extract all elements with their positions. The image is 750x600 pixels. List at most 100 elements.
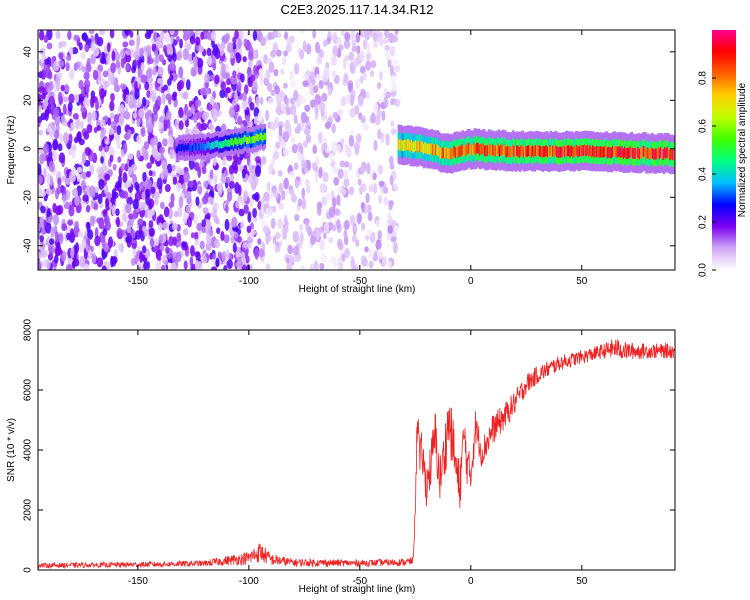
heat-cell	[327, 237, 334, 244]
heat-cell	[322, 232, 327, 240]
heat-cell	[112, 163, 117, 171]
heat-cell	[86, 124, 93, 134]
heat-cell	[385, 91, 392, 99]
heat-cell	[321, 253, 328, 262]
heat-cell	[315, 229, 320, 241]
signal-cell	[239, 137, 243, 145]
heat-cell	[331, 196, 337, 209]
signal-cell	[576, 144, 579, 156]
heat-cell	[116, 227, 123, 240]
signal-cell	[421, 141, 425, 153]
heat-cell	[304, 167, 309, 174]
x-tick-label: -150	[128, 576, 148, 587]
heat-cell	[302, 80, 309, 87]
signal-cell	[502, 145, 506, 157]
heat-cell	[201, 122, 208, 131]
signal-cell	[659, 146, 663, 158]
heat-cell	[390, 98, 394, 106]
signal-cell	[426, 143, 430, 155]
heat-cell	[89, 96, 95, 108]
heat-cell	[237, 38, 243, 49]
signal-cell	[448, 148, 451, 160]
heat-cell	[165, 110, 172, 122]
heat-cell	[348, 162, 353, 171]
heat-cell	[277, 170, 283, 177]
heat-cell	[270, 49, 277, 58]
signal-cell	[546, 146, 550, 158]
signal-cell	[526, 145, 530, 157]
signal-cell	[565, 144, 568, 156]
heat-cell	[364, 234, 370, 241]
heat-cell	[380, 131, 385, 143]
heat-cell	[389, 163, 395, 170]
heat-cell	[391, 81, 397, 93]
signal-cell	[470, 144, 474, 156]
heat-cell	[258, 248, 265, 258]
heat-cell	[203, 32, 210, 39]
signal-cell	[175, 146, 179, 154]
heat-cell	[129, 30, 134, 38]
heat-cell	[214, 74, 220, 85]
heat-cell	[185, 127, 189, 137]
heat-cell	[124, 30, 131, 36]
signal-cell	[627, 147, 631, 159]
heat-cell	[166, 119, 171, 129]
signal-cell	[476, 142, 479, 154]
signal-cell	[649, 148, 652, 160]
signal-cell	[437, 145, 441, 157]
heat-cell	[228, 180, 235, 189]
heat-cell	[146, 30, 152, 37]
heat-cell	[357, 95, 364, 107]
heat-cell	[144, 81, 150, 91]
heat-cell	[265, 207, 270, 219]
heat-cell	[39, 216, 45, 229]
heat-cell	[252, 30, 258, 41]
heat-cell	[154, 56, 160, 64]
heat-cell	[220, 231, 225, 242]
heat-cell	[72, 112, 79, 120]
signal-cell	[538, 145, 542, 157]
signal-cell	[584, 144, 587, 156]
heat-cell	[39, 235, 45, 243]
colorbar-tick-label: 0.2	[698, 215, 709, 229]
heat-cell	[228, 164, 235, 175]
heat-cell	[163, 206, 170, 218]
heat-cell	[185, 109, 193, 118]
heat-cell	[143, 140, 150, 150]
heat-cell	[57, 177, 62, 187]
signal-cell	[549, 144, 552, 156]
signal-cell	[242, 137, 245, 145]
signal-cell	[561, 146, 564, 158]
signal-cell	[537, 145, 540, 157]
heat-cell	[161, 138, 168, 147]
heat-cell	[63, 96, 68, 103]
heat-cell	[366, 229, 373, 236]
heat-cell	[391, 34, 398, 43]
heat-cell	[258, 68, 265, 75]
heat-cell	[93, 203, 99, 211]
heat-cell	[178, 174, 185, 185]
heat-cell	[176, 232, 182, 244]
signal-cell	[434, 144, 438, 156]
heat-cell	[124, 163, 129, 172]
heat-cell	[53, 107, 60, 118]
heat-cell	[226, 191, 233, 202]
heat-cell	[168, 201, 175, 208]
signal-cell	[179, 144, 183, 152]
heat-cell	[186, 194, 192, 205]
signal-cell	[560, 146, 563, 158]
heat-cell	[383, 196, 388, 206]
heat-cell	[136, 118, 141, 128]
heat-cell	[275, 93, 282, 103]
heat-cell	[356, 45, 361, 55]
signal-cell	[633, 148, 636, 159]
heat-cell	[38, 146, 43, 155]
heat-cell	[390, 120, 395, 127]
heat-cell	[237, 184, 242, 197]
heat-cell	[241, 100, 248, 110]
signal-cell	[234, 137, 237, 145]
heat-cell	[267, 235, 272, 242]
heat-cell	[351, 39, 357, 46]
heat-cell	[382, 37, 389, 44]
heat-cell	[301, 159, 308, 170]
